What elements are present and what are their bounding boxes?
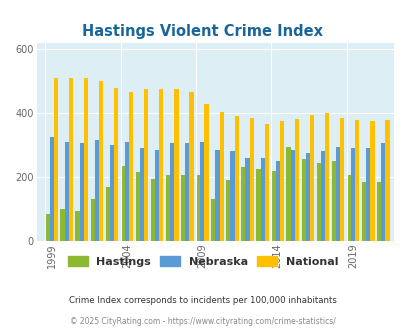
Bar bbox=[305, 153, 309, 241]
Bar bbox=[53, 78, 58, 241]
Bar bbox=[245, 158, 249, 241]
Bar bbox=[369, 121, 373, 241]
Bar bbox=[271, 171, 275, 241]
Bar bbox=[45, 214, 49, 241]
Bar bbox=[286, 147, 290, 241]
Bar bbox=[346, 176, 350, 241]
Bar bbox=[170, 144, 174, 241]
Bar bbox=[114, 87, 118, 241]
Bar bbox=[320, 151, 324, 241]
Bar bbox=[49, 137, 53, 241]
Text: Hastings Violent Crime Index: Hastings Violent Crime Index bbox=[82, 24, 323, 39]
Bar bbox=[215, 150, 219, 241]
Bar bbox=[294, 118, 298, 241]
Bar bbox=[150, 179, 155, 241]
Bar bbox=[256, 169, 260, 241]
Bar bbox=[155, 150, 159, 241]
Bar bbox=[60, 209, 64, 241]
Bar bbox=[196, 176, 200, 241]
Bar bbox=[75, 211, 79, 241]
Bar bbox=[361, 182, 365, 241]
Bar bbox=[135, 172, 140, 241]
Bar bbox=[230, 151, 234, 241]
Bar bbox=[79, 144, 84, 241]
Bar bbox=[234, 116, 238, 241]
Bar bbox=[275, 161, 279, 241]
Bar bbox=[109, 145, 114, 241]
Text: © 2025 CityRating.com - https://www.cityrating.com/crime-statistics/: © 2025 CityRating.com - https://www.city… bbox=[70, 317, 335, 326]
Bar bbox=[105, 186, 109, 241]
Bar bbox=[166, 176, 170, 241]
Bar bbox=[68, 78, 73, 241]
Bar bbox=[226, 180, 230, 241]
Bar bbox=[316, 163, 320, 241]
Bar bbox=[335, 147, 339, 241]
Bar bbox=[174, 88, 178, 241]
Bar bbox=[94, 140, 99, 241]
Bar bbox=[241, 167, 245, 241]
Bar bbox=[204, 104, 208, 241]
Bar bbox=[185, 143, 189, 241]
Bar bbox=[90, 199, 94, 241]
Bar bbox=[120, 166, 125, 241]
Legend: Hastings, Nebraska, National: Hastings, Nebraska, National bbox=[67, 256, 338, 267]
Bar bbox=[279, 121, 283, 241]
Bar bbox=[290, 150, 294, 241]
Bar bbox=[350, 148, 354, 241]
Bar bbox=[380, 144, 384, 241]
Text: Crime Index corresponds to incidents per 100,000 inhabitants: Crime Index corresponds to incidents per… bbox=[69, 296, 336, 305]
Bar bbox=[339, 118, 343, 241]
Bar bbox=[309, 115, 313, 241]
Bar bbox=[181, 176, 185, 241]
Bar bbox=[331, 161, 335, 241]
Bar bbox=[84, 78, 88, 241]
Bar bbox=[260, 158, 264, 241]
Bar bbox=[249, 118, 253, 241]
Bar bbox=[384, 119, 389, 241]
Bar bbox=[211, 199, 215, 241]
Bar bbox=[376, 182, 380, 241]
Bar bbox=[301, 159, 305, 241]
Bar bbox=[365, 148, 369, 241]
Bar bbox=[264, 124, 269, 241]
Bar bbox=[99, 81, 103, 241]
Bar bbox=[144, 89, 148, 241]
Bar bbox=[125, 142, 129, 241]
Bar bbox=[189, 92, 193, 241]
Bar bbox=[324, 113, 328, 241]
Bar bbox=[219, 112, 223, 241]
Bar bbox=[200, 142, 204, 241]
Bar bbox=[354, 119, 358, 241]
Bar bbox=[64, 142, 68, 241]
Bar bbox=[140, 148, 144, 241]
Bar bbox=[129, 92, 133, 241]
Bar bbox=[159, 88, 163, 241]
